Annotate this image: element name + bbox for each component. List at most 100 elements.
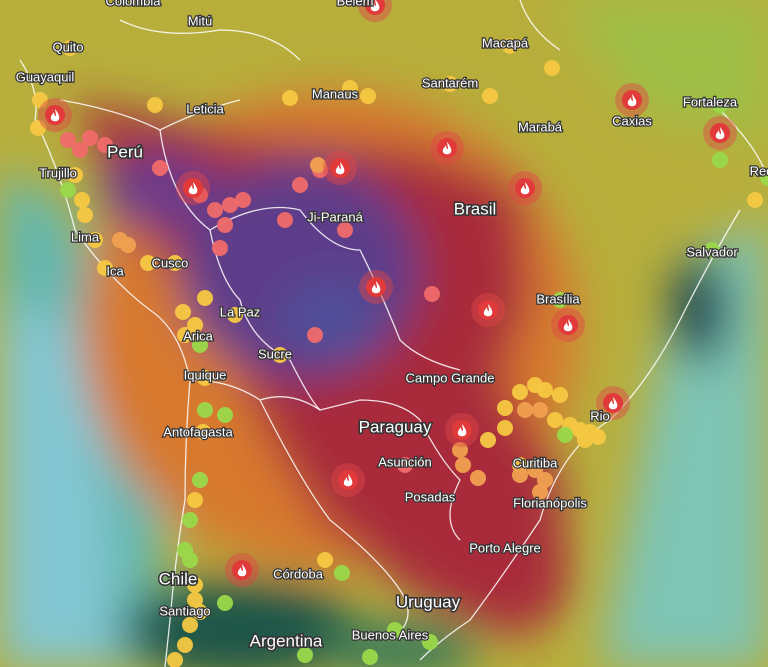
place-labels: Colombia Mitú Quito Guayaquil Leticia Ma… [14,0,768,652]
city-label: Trujillo [39,165,77,180]
fire-icon [430,131,464,165]
city-label: Porto Alegre [469,540,541,555]
city-label: Buenos Aires [352,627,429,642]
city-label: Mitú [188,13,213,28]
fire-dot [77,207,93,223]
fire-icon [358,0,392,22]
fire-icon [551,308,585,342]
fire-dot [544,60,560,76]
fire-dot [552,292,568,308]
fire-dot [362,649,378,665]
fire-icon [508,171,542,205]
fire-dot [175,304,191,320]
fire-dot [342,80,358,96]
fire-dot [480,432,496,448]
fire-dot [277,212,293,228]
fire-core [452,420,472,440]
fire-dot [97,260,113,276]
city-label: Campo Grande [406,370,495,385]
city-label: Cusco [152,255,189,270]
fire-icon [596,386,630,420]
fire-dot [222,197,238,213]
fire-dot [192,472,208,488]
fire-dot [82,130,98,146]
fire-dot [140,255,156,271]
fire-dot [32,92,48,108]
flame [442,142,452,155]
fire-dot [187,492,203,508]
city-label: Leticia [186,101,224,116]
fire-dot [532,402,548,418]
city-label: Rio [590,408,610,423]
flame [483,304,493,317]
fire-dot [97,137,113,153]
country-label: Chile [159,569,198,588]
fire-dot [442,76,458,92]
fire-dot [177,637,193,653]
fire-dot [310,157,326,173]
city-label: Manaus [312,86,359,101]
fire-dot [207,202,223,218]
fire-dot [60,182,76,198]
fire-core [45,105,65,125]
fire-dot [537,472,553,488]
fire-icon [176,171,210,205]
fire-dot [152,160,168,176]
city-label: Caxias [612,113,652,128]
fire-dot [182,617,198,633]
fire-dot [187,592,203,608]
city-label: Santiago [159,603,210,618]
city-label: Sucre [258,346,292,361]
fire-dot [72,142,88,158]
fire-dot [397,457,413,473]
fire-icon [703,116,737,150]
fire-icon [359,270,393,304]
fire-core [558,315,578,335]
city-label: Ica [106,263,124,278]
city-label: Florianópolis [513,495,587,510]
fire-core [183,178,203,198]
fire-dot [187,577,203,593]
fire-dot [87,232,103,248]
country-label: Argentina [250,631,323,650]
city-label: Iquique [184,367,227,382]
fire-dot [517,402,533,418]
fire-dot [704,242,720,258]
country-label: Uruguay [396,592,461,611]
fire-dot [360,88,376,104]
fire-core [330,158,350,178]
fire-dot [317,552,333,568]
city-label: Antofagasta [163,424,233,439]
city-label: Marabá [518,119,563,134]
fire-dot [227,307,243,323]
fire-dot [182,512,198,528]
fire-core [366,277,386,297]
fire-dot [497,400,513,416]
fire-dot [497,420,513,436]
fire-dot [217,595,233,611]
fire-dot [502,38,518,54]
fire-dot [62,40,78,56]
fire-dot [452,442,468,458]
city-label: Santarém [422,75,478,90]
fire-dot [424,286,440,302]
fire-dot [120,237,136,253]
fire-core [603,393,623,413]
city-label: Ji-Paraná [307,209,363,224]
flame [715,127,725,140]
flame [188,182,198,195]
fire-dot [482,88,498,104]
fire-dot [422,634,438,650]
fire-icon [38,98,72,132]
city-label: Fortaleza [683,94,738,109]
fire-icon [331,463,365,497]
fire-dot [760,170,768,186]
fire-dot [217,407,233,423]
fire-dot [470,470,486,486]
fire-dot [192,604,208,620]
fire-dot [167,652,183,667]
fire-core [622,90,642,110]
fire-dot [577,432,593,448]
fire-dot [292,177,308,193]
